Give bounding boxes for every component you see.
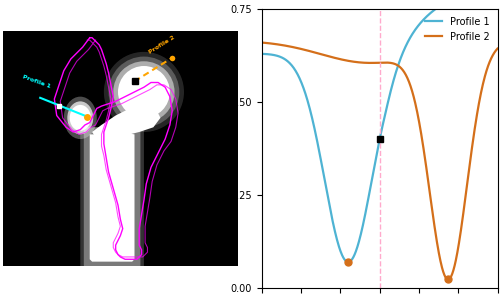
Profile 1 [436,4,442,8]
Line: Profile 1: Profile 1 [262,0,498,262]
Profile 1 [366,194,372,198]
Legend: Profile 1, Profile 2: Profile 1, Profile 2 [422,14,492,45]
Profile 2 [398,66,404,69]
Profile 1 [398,56,404,59]
Polygon shape [92,106,160,139]
Profile 1 [259,52,265,56]
Circle shape [118,66,170,118]
FancyBboxPatch shape [84,127,140,268]
FancyBboxPatch shape [80,127,144,271]
Text: (a): (a) [10,251,28,261]
Profile 2 [366,61,372,65]
Profile 2 [416,121,422,124]
Line: Profile 2: Profile 2 [262,42,498,279]
Y-axis label: Boundary cost: Boundary cost [215,111,225,186]
Profile 2 [320,53,326,56]
Circle shape [104,52,184,132]
Profile 2 [300,48,306,51]
Profile 2 [445,278,451,281]
Profile 1 [300,86,306,90]
Circle shape [114,61,174,123]
Profile 1 [416,22,422,26]
Text: Profile 2: Profile 2 [148,35,176,55]
Profile 2 [494,47,500,50]
Ellipse shape [70,105,91,131]
Profile 2 [436,253,442,257]
Profile 1 [346,260,352,264]
Circle shape [108,56,180,127]
Polygon shape [90,132,134,262]
Ellipse shape [68,101,93,134]
Profile 2 [259,41,265,44]
Profile 1 [320,166,326,170]
Text: Profile 1: Profile 1 [22,75,51,89]
Ellipse shape [64,97,97,139]
